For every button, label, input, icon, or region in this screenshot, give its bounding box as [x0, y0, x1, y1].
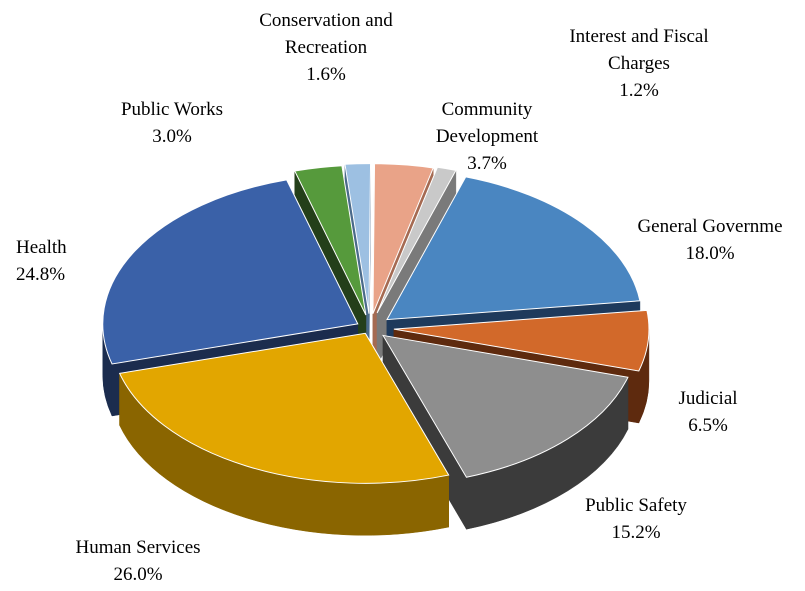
slice-label: Public Works 3.0%: [121, 99, 223, 147]
slice-label-line: Development: [436, 126, 539, 147]
slice-value-text: 1.6%: [306, 64, 346, 85]
pie-slice-general-government: [386, 176, 641, 321]
slice-label: Interest and Fiscal Charges 1.2%: [569, 26, 708, 101]
slice-label-line: Health: [16, 237, 67, 258]
pie-slice-judicial: [393, 309, 650, 372]
pie-slices: [102, 163, 650, 484]
slice-label-line: General Governme: [637, 216, 782, 237]
slice-label-line: Charges: [608, 53, 670, 74]
slice-label: Human Services 26.0%: [75, 537, 200, 585]
slice-value-text: 18.0%: [685, 243, 734, 264]
slice-value-text: 6.5%: [688, 415, 728, 436]
slice-label-line: Interest and Fiscal: [569, 26, 708, 47]
slice-label: Health 24.8%: [16, 237, 67, 285]
slice-label-line: Recreation: [285, 37, 368, 58]
pie-slice-community-development: [372, 163, 434, 314]
slice-value-text: 3.0%: [152, 126, 192, 147]
slice-label-line: Human Services: [75, 537, 200, 558]
slice-label-line: Public Works: [121, 99, 223, 120]
pie-slice-conservation-and-recreation: [344, 163, 372, 314]
slice-label-line: Community: [442, 99, 533, 120]
slice-label: Community Development 3.7%: [436, 99, 539, 174]
pie-slice-human-services: [118, 332, 450, 484]
slice-label-line: Conservation and: [259, 10, 393, 31]
slice-label: Judicial 6.5%: [678, 388, 737, 436]
slice-label: Public Safety 15.2%: [585, 495, 687, 543]
slice-value-text: 24.8%: [16, 264, 65, 285]
slice-labels: General Governme 18.0% Judicial 6.5% Public …: [16, 10, 783, 585]
slice-label: General Governme 18.0%: [637, 216, 782, 264]
slice-value-text: 15.2%: [611, 522, 660, 543]
pie-slice-interest-and-fiscal-charges: [376, 166, 457, 314]
slice-label-line: Judicial: [678, 388, 737, 409]
slice-value-text: 3.7%: [467, 153, 507, 174]
slice-value-text: 1.2%: [619, 80, 659, 101]
pie-slice-public-safety: [382, 334, 629, 478]
slice-label-line: Public Safety: [585, 495, 687, 516]
slice-value-text: 26.0%: [113, 564, 162, 585]
slice-label: Conservation and Recreation 1.6%: [259, 10, 393, 85]
pie-slice-health: [102, 179, 359, 365]
pie-slice-public-works: [293, 165, 367, 316]
